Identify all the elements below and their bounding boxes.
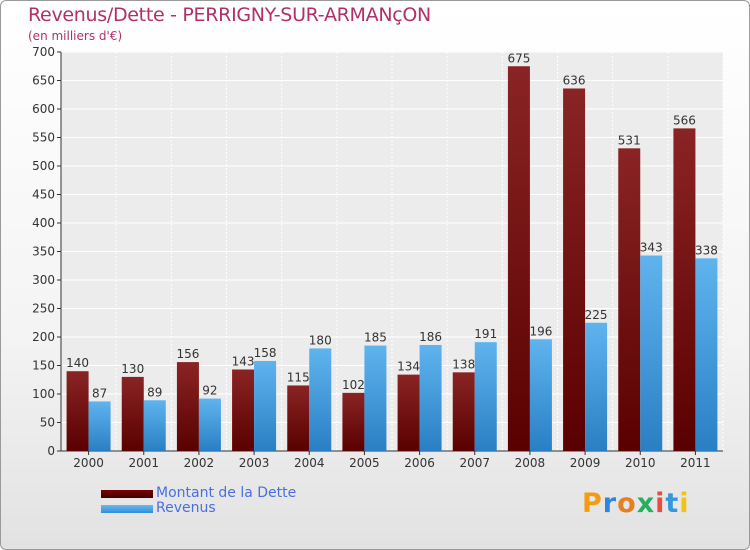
bar-revenue <box>585 322 608 451</box>
data-label: 186 <box>419 330 442 344</box>
bar-debt <box>176 362 199 451</box>
x-tick-label: 2001 <box>128 456 159 470</box>
bar-debt <box>507 66 530 451</box>
bar-revenue <box>419 344 442 451</box>
bar-debt <box>342 392 365 451</box>
y-tick-label: 700 <box>32 45 55 59</box>
data-label: 343 <box>640 240 663 254</box>
bar-revenue <box>88 401 111 451</box>
bar-revenue <box>198 398 221 451</box>
legend-label-revenue: Revenus <box>156 500 216 516</box>
logo-letter: P <box>582 488 603 519</box>
y-tick-label: 0 <box>47 444 55 458</box>
y-tick-label: 600 <box>32 102 55 116</box>
x-tick-label: 2002 <box>184 456 215 470</box>
bar-debt <box>452 372 475 451</box>
y-tick-label: 450 <box>32 188 55 202</box>
x-tick-label: 2008 <box>515 456 546 470</box>
data-label: 636 <box>563 73 586 87</box>
data-label: 92 <box>202 384 217 398</box>
logo-letter: i <box>655 488 666 519</box>
bar-debt <box>232 369 255 451</box>
y-tick-label: 550 <box>32 131 55 145</box>
logo-letter: t <box>665 488 680 519</box>
bar-revenue <box>143 400 166 451</box>
chart-title: Revenus/Dette - PERRIGNY-SUR-ARMANçON <box>28 4 431 26</box>
data-label: 531 <box>618 133 641 147</box>
x-tick-label: 2000 <box>73 456 104 470</box>
y-tick-label: 650 <box>32 74 55 88</box>
data-label: 134 <box>397 360 420 374</box>
x-tick-label: 2006 <box>404 456 435 470</box>
x-tick-label: 2011 <box>680 456 711 470</box>
legend-swatch-debt <box>101 490 153 498</box>
bar-revenue <box>695 258 718 451</box>
logo-letter: i <box>679 488 690 519</box>
x-tick-label: 2004 <box>294 456 325 470</box>
bar-revenue <box>529 339 552 451</box>
bar-debt <box>66 371 89 451</box>
data-label: 89 <box>147 385 162 399</box>
data-label: 196 <box>529 324 552 338</box>
data-label: 180 <box>309 333 332 347</box>
data-label: 338 <box>695 243 718 257</box>
data-label: 156 <box>176 347 199 361</box>
bar-revenue <box>474 342 497 451</box>
data-label: 102 <box>342 378 365 392</box>
bar-revenue <box>364 345 387 451</box>
logo-letter: o <box>617 488 637 519</box>
chart-subtitle: (en milliers d'€) <box>28 29 123 43</box>
y-tick-label: 500 <box>32 159 55 173</box>
y-tick-label: 250 <box>32 302 55 316</box>
data-label: 225 <box>585 308 608 322</box>
data-label: 87 <box>92 386 107 400</box>
data-label: 191 <box>474 327 497 341</box>
data-label: 138 <box>452 357 475 371</box>
y-tick-label: 350 <box>32 245 55 259</box>
data-label: 675 <box>507 51 530 65</box>
x-tick-label: 2005 <box>349 456 380 470</box>
y-tick-label: 100 <box>32 387 55 401</box>
bar-revenue <box>254 360 277 451</box>
y-tick-label: 150 <box>32 359 55 373</box>
x-tick-label: 2003 <box>239 456 270 470</box>
y-tick-label: 50 <box>40 416 55 430</box>
data-label: 566 <box>673 113 696 127</box>
data-label: 115 <box>287 370 310 384</box>
x-tick-label: 2010 <box>625 456 656 470</box>
data-label: 143 <box>232 354 255 368</box>
bar-debt <box>618 148 641 451</box>
y-tick-label: 200 <box>32 330 55 344</box>
bar-revenue <box>309 348 332 451</box>
bar-debt <box>673 128 696 451</box>
data-label: 130 <box>121 362 144 376</box>
data-label: 140 <box>66 356 89 370</box>
data-label: 158 <box>254 346 277 360</box>
legend-label-debt: Montant de la Dette <box>156 485 297 501</box>
bar-debt <box>121 376 144 451</box>
legend-swatch-revenue <box>101 505 153 513</box>
logo-letter: r <box>602 488 618 519</box>
y-tick-label: 300 <box>32 273 55 287</box>
bar-debt <box>397 374 420 451</box>
y-tick-label: 400 <box>32 216 55 230</box>
logo-letter: x <box>636 488 656 519</box>
data-label: 185 <box>364 331 387 345</box>
proxiti-logo: Proxiti <box>582 488 690 519</box>
bar-revenue <box>640 255 663 451</box>
bar-debt <box>287 385 310 451</box>
bar-debt <box>563 88 586 451</box>
x-tick-label: 2009 <box>570 456 601 470</box>
x-tick-label: 2007 <box>459 456 490 470</box>
